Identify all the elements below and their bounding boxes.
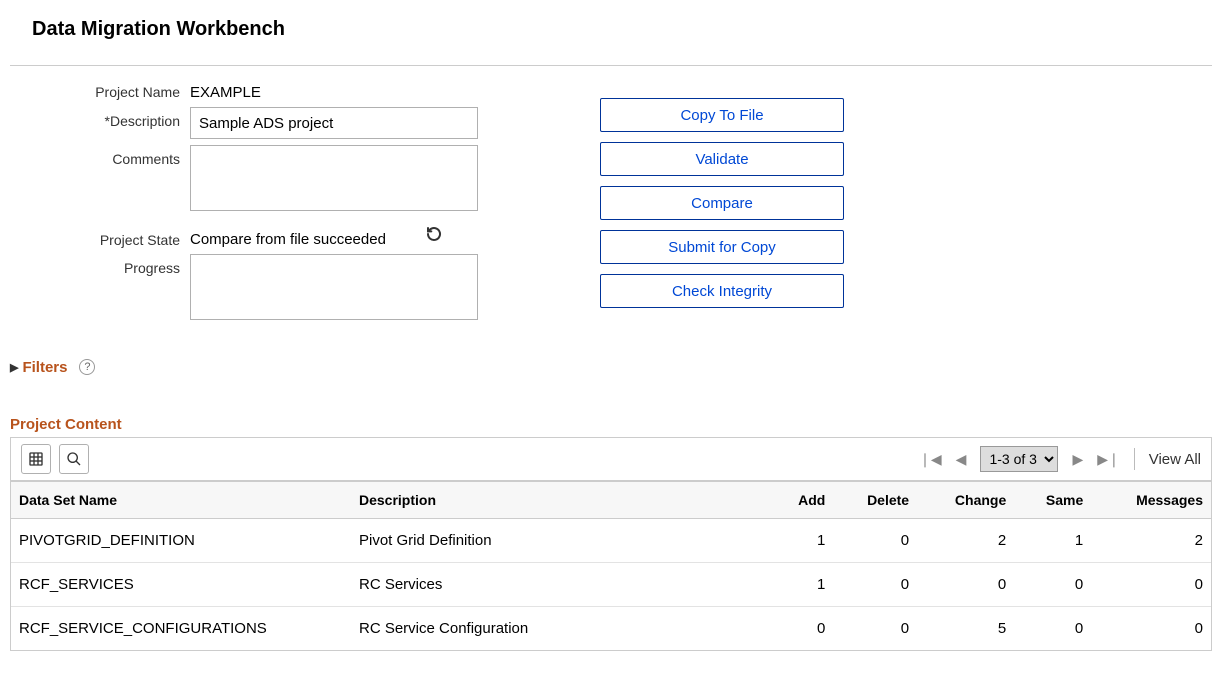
triangle-right-icon: ▶ — [10, 361, 18, 374]
description-input[interactable] — [190, 107, 478, 139]
data-set-name-link[interactable]: RCF_SERVICE_CONFIGURATIONS — [11, 607, 351, 651]
col-delete[interactable]: Delete — [833, 482, 917, 519]
divider — [10, 65, 1212, 66]
data-set-name-link[interactable]: PIVOTGRID_DEFINITION — [11, 519, 351, 563]
project-content-grid: ❘◀ ◀ 1-3 of 3 ▶ ▶❘ View All Data Set Nam… — [10, 437, 1212, 651]
change-cell[interactable]: 5 — [917, 607, 1014, 651]
delete-cell: 0 — [833, 563, 917, 607]
help-icon[interactable]: ? — [79, 359, 95, 375]
same-cell[interactable]: 1 — [1014, 519, 1091, 563]
search-button[interactable] — [59, 444, 89, 474]
same-cell: 0 — [1014, 607, 1091, 651]
check-integrity-button[interactable]: Check Integrity — [600, 274, 844, 308]
delete-cell: 0 — [833, 519, 917, 563]
compare-button[interactable]: Compare — [600, 186, 844, 220]
next-page-icon[interactable]: ▶ — [1072, 451, 1083, 468]
refresh-icon[interactable] — [426, 226, 442, 247]
description-cell: RC Services — [351, 563, 771, 607]
messages-cell: 0 — [1091, 563, 1211, 607]
col-data-set-name[interactable]: Data Set Name — [11, 482, 351, 519]
col-messages[interactable]: Messages — [1091, 482, 1211, 519]
add-cell: 0 — [771, 607, 833, 651]
col-add[interactable]: Add — [771, 482, 833, 519]
filters-toggle[interactable]: ▶ Filters — [10, 359, 67, 376]
comments-input[interactable] — [190, 145, 478, 211]
change-cell[interactable]: 2 — [917, 519, 1014, 563]
description-cell: RC Service Configuration — [351, 607, 771, 651]
messages-cell: 0 — [1091, 607, 1211, 651]
progress-input[interactable] — [190, 254, 478, 320]
page-select[interactable]: 1-3 of 3 — [980, 446, 1058, 472]
table-row: PIVOTGRID_DEFINITIONPivot Grid Definitio… — [11, 519, 1211, 563]
messages-cell[interactable]: 2 — [1091, 519, 1211, 563]
col-change[interactable]: Change — [917, 482, 1014, 519]
col-same[interactable]: Same — [1014, 482, 1091, 519]
project-state-value: Compare from file succeeded — [190, 225, 386, 248]
page-title: Data Migration Workbench — [32, 18, 1212, 41]
change-cell: 0 — [917, 563, 1014, 607]
data-set-name-link[interactable]: RCF_SERVICES — [11, 563, 351, 607]
comments-label: Comments — [10, 145, 190, 167]
col-description[interactable]: Description — [351, 482, 771, 519]
same-cell: 0 — [1014, 563, 1091, 607]
toolbar-divider — [1134, 448, 1135, 470]
view-all-link[interactable]: View All — [1149, 451, 1201, 468]
project-name-label: Project Name — [10, 78, 190, 100]
progress-label: Progress — [10, 254, 190, 276]
description-cell: Pivot Grid Definition — [351, 519, 771, 563]
project-state-label: Project State — [10, 226, 190, 248]
description-label: *Description — [10, 107, 190, 129]
add-cell[interactable]: 1 — [771, 519, 833, 563]
filters-label: Filters — [22, 359, 67, 376]
add-cell[interactable]: 1 — [771, 563, 833, 607]
validate-button[interactable]: Validate — [600, 142, 844, 176]
delete-cell: 0 — [833, 607, 917, 651]
prev-page-icon[interactable]: ◀ — [956, 451, 967, 468]
submit-for-copy-button[interactable]: Submit for Copy — [600, 230, 844, 264]
project-content-title: Project Content — [10, 416, 1212, 433]
copy-to-file-button[interactable]: Copy To File — [600, 98, 844, 132]
table-row: RCF_SERVICESRC Services10000 — [11, 563, 1211, 607]
table-row: RCF_SERVICE_CONFIGURATIONSRC Service Con… — [11, 607, 1211, 651]
last-page-icon[interactable]: ▶❘ — [1097, 451, 1120, 468]
project-name-value: EXAMPLE — [190, 78, 261, 101]
first-page-icon[interactable]: ❘◀ — [919, 451, 942, 468]
grid-settings-button[interactable] — [21, 444, 51, 474]
